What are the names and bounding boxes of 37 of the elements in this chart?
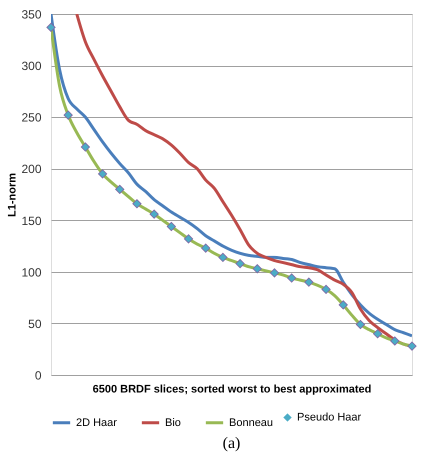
- legend-label: 2D Haar: [76, 416, 118, 429]
- y-axis-title: L1-norm: [6, 172, 18, 217]
- point: [115, 184, 124, 194]
- y-tick-label: 350: [21, 8, 42, 22]
- point: [390, 336, 400, 346]
- point: [287, 273, 296, 283]
- y-tick-label: 50: [28, 316, 42, 331]
- point: [150, 210, 159, 219]
- y-tick-label: 200: [21, 162, 42, 176]
- text: (a): [222, 435, 240, 452]
- point: [98, 169, 108, 178]
- point: [407, 342, 417, 351]
- point: [252, 264, 262, 274]
- legend-label: Bio: [165, 416, 181, 429]
- point: [201, 244, 210, 253]
- y-tick-label: 300: [21, 59, 42, 74]
- y-tick-label: 0: [34, 368, 42, 382]
- point: [64, 110, 73, 120]
- point: [236, 259, 245, 268]
- y-tick-label: 100: [21, 265, 42, 280]
- point: [338, 300, 348, 310]
- point: [184, 234, 194, 244]
- y-tick-label: 250: [21, 110, 42, 125]
- point: [46, 22, 56, 32]
- point: [270, 268, 280, 278]
- point: [132, 199, 142, 208]
- point: [80, 142, 90, 152]
- x-axis-title: 6500 BRDF slices; sorted worst to best approximated: [92, 384, 372, 396]
- y-tick-label: 150: [21, 214, 42, 228]
- legend-label: Pseudo Haar: [297, 412, 362, 424]
- point: [321, 284, 331, 294]
- point: [356, 320, 366, 330]
- point: [218, 252, 228, 262]
- point: [373, 329, 382, 338]
- legend-label: Bonneau: [229, 416, 274, 429]
- point: [304, 278, 314, 287]
- point: [166, 222, 176, 232]
